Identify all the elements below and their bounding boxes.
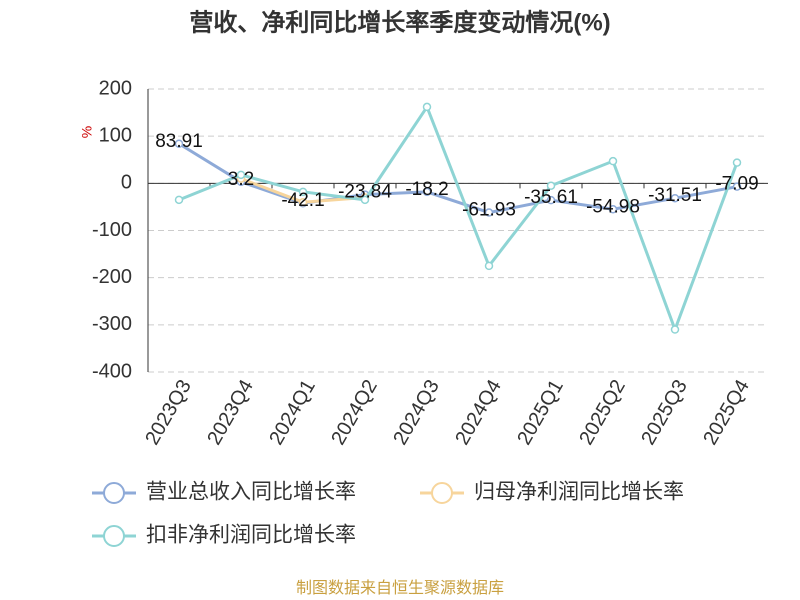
x-tick-label: 2024Q4 xyxy=(451,376,506,449)
y-tick-label: 100 xyxy=(99,124,132,146)
point xyxy=(608,156,618,166)
y-tick-label: 0 xyxy=(121,172,132,194)
x-tick-label: 2024Q2 xyxy=(327,376,382,449)
data-label: -31.51 xyxy=(648,185,702,206)
series-line xyxy=(178,103,739,334)
x-tick-label: 2023Q3 xyxy=(141,376,196,449)
point xyxy=(484,208,494,217)
data-label: -54.98 xyxy=(586,196,640,217)
legend-marker xyxy=(431,482,453,504)
series-line xyxy=(178,142,738,215)
legend-label: 营业总收入同比增长率 xyxy=(146,481,356,504)
point xyxy=(298,187,308,197)
point xyxy=(360,195,370,205)
point xyxy=(484,261,494,271)
point xyxy=(422,187,432,197)
data-label: -7.09 xyxy=(715,174,758,195)
data-label: -18.2 xyxy=(405,179,448,200)
point xyxy=(298,197,308,207)
y-tick-label: -100 xyxy=(92,219,132,241)
x-tick-label: 2024Q3 xyxy=(389,376,444,449)
legend-item: 扣非净利润同比增长率 xyxy=(92,524,356,547)
point xyxy=(422,102,432,112)
legend-label: 扣非净利润同比增长率 xyxy=(146,524,356,547)
x-tick-label: 2025Q2 xyxy=(575,376,630,449)
source-note: 制图数据来自恒生聚源数据库 xyxy=(296,579,504,597)
y-tick-label: -300 xyxy=(92,313,132,335)
legend-marker xyxy=(103,482,125,504)
point xyxy=(670,193,680,203)
point xyxy=(670,325,680,334)
y-tick-label: -200 xyxy=(92,266,132,288)
data-label: -23.84 xyxy=(338,182,392,203)
point xyxy=(546,195,556,205)
legend-marker xyxy=(103,525,125,547)
legend-item: 归母净利润同比增长率 xyxy=(420,481,684,504)
y-tick-label: -400 xyxy=(92,360,132,382)
x-tick-label: 2024Q1 xyxy=(265,376,320,449)
point xyxy=(174,195,184,205)
x-tick-label: 2023Q4 xyxy=(203,376,258,449)
point xyxy=(608,205,618,214)
data-label: 3.2 xyxy=(228,169,254,190)
point xyxy=(732,158,742,167)
legend-label: 归母净利润同比增长率 xyxy=(474,481,684,504)
data-label: 83.91 xyxy=(155,131,203,152)
point xyxy=(546,181,556,190)
legend-item: 营业总收入同比增长率 xyxy=(92,481,356,504)
x-tick-label: 2025Q1 xyxy=(513,376,568,449)
point xyxy=(236,170,246,180)
y-unit: % xyxy=(79,126,95,138)
x-tick-label: 2025Q3 xyxy=(637,376,692,449)
y-tick-label: 200 xyxy=(99,77,132,99)
point xyxy=(732,182,742,191)
data-label: -35.61 xyxy=(524,187,578,208)
chart-title: 营收、净利同比增长率季度变动情况(%) xyxy=(189,8,610,36)
point xyxy=(174,139,184,149)
data-label: -61.93 xyxy=(462,200,516,221)
x-tick-label: 2025Q4 xyxy=(699,376,754,449)
data-label: -42.1 xyxy=(281,190,324,211)
